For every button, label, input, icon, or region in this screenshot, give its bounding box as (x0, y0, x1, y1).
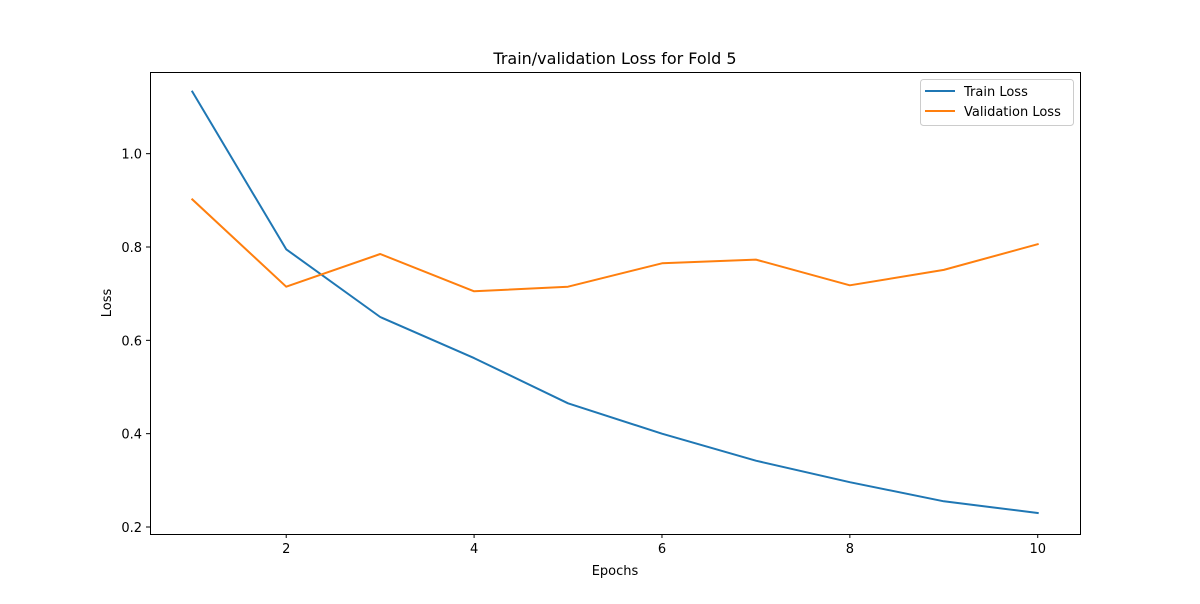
x-tick-label: 10 (1029, 542, 1046, 557)
x-tick-label: 2 (282, 542, 290, 557)
x-axis: 2 4 6 8 10 (282, 534, 1046, 557)
chart-title: Train/validation Loss for Fold 5 (492, 49, 736, 68)
series-line-validation-loss (190, 197, 1039, 293)
y-tick-label: 0.2 (121, 521, 142, 536)
series-line-train-loss (190, 90, 1039, 515)
y-axis: 0.2 0.4 0.6 0.8 1.0 (121, 148, 150, 536)
y-tick-label: 1.0 (121, 148, 142, 163)
legend-label: Validation Loss (964, 105, 1061, 120)
series-lines (190, 90, 1039, 515)
legend-label: Train Loss (963, 85, 1028, 100)
y-tick-label: 0.6 (121, 334, 142, 349)
x-tick-label: 6 (658, 542, 666, 557)
legend: Train Loss Validation Loss (920, 79, 1074, 126)
x-tick-label: 8 (846, 542, 854, 557)
plot-frame (150, 72, 1081, 535)
plot-area: 2 4 6 8 10 0.2 0.4 0.6 0.8 1.0 (121, 72, 1081, 557)
x-tick-label: 4 (470, 542, 478, 557)
y-tick-label: 0.8 (121, 241, 142, 256)
x-axis-label: Epochs (592, 564, 639, 579)
y-tick-label: 0.4 (121, 428, 142, 443)
legend-items: Train Loss Validation Loss (925, 85, 1061, 120)
legend-box (920, 79, 1074, 126)
y-axis-label: Loss (100, 289, 115, 318)
